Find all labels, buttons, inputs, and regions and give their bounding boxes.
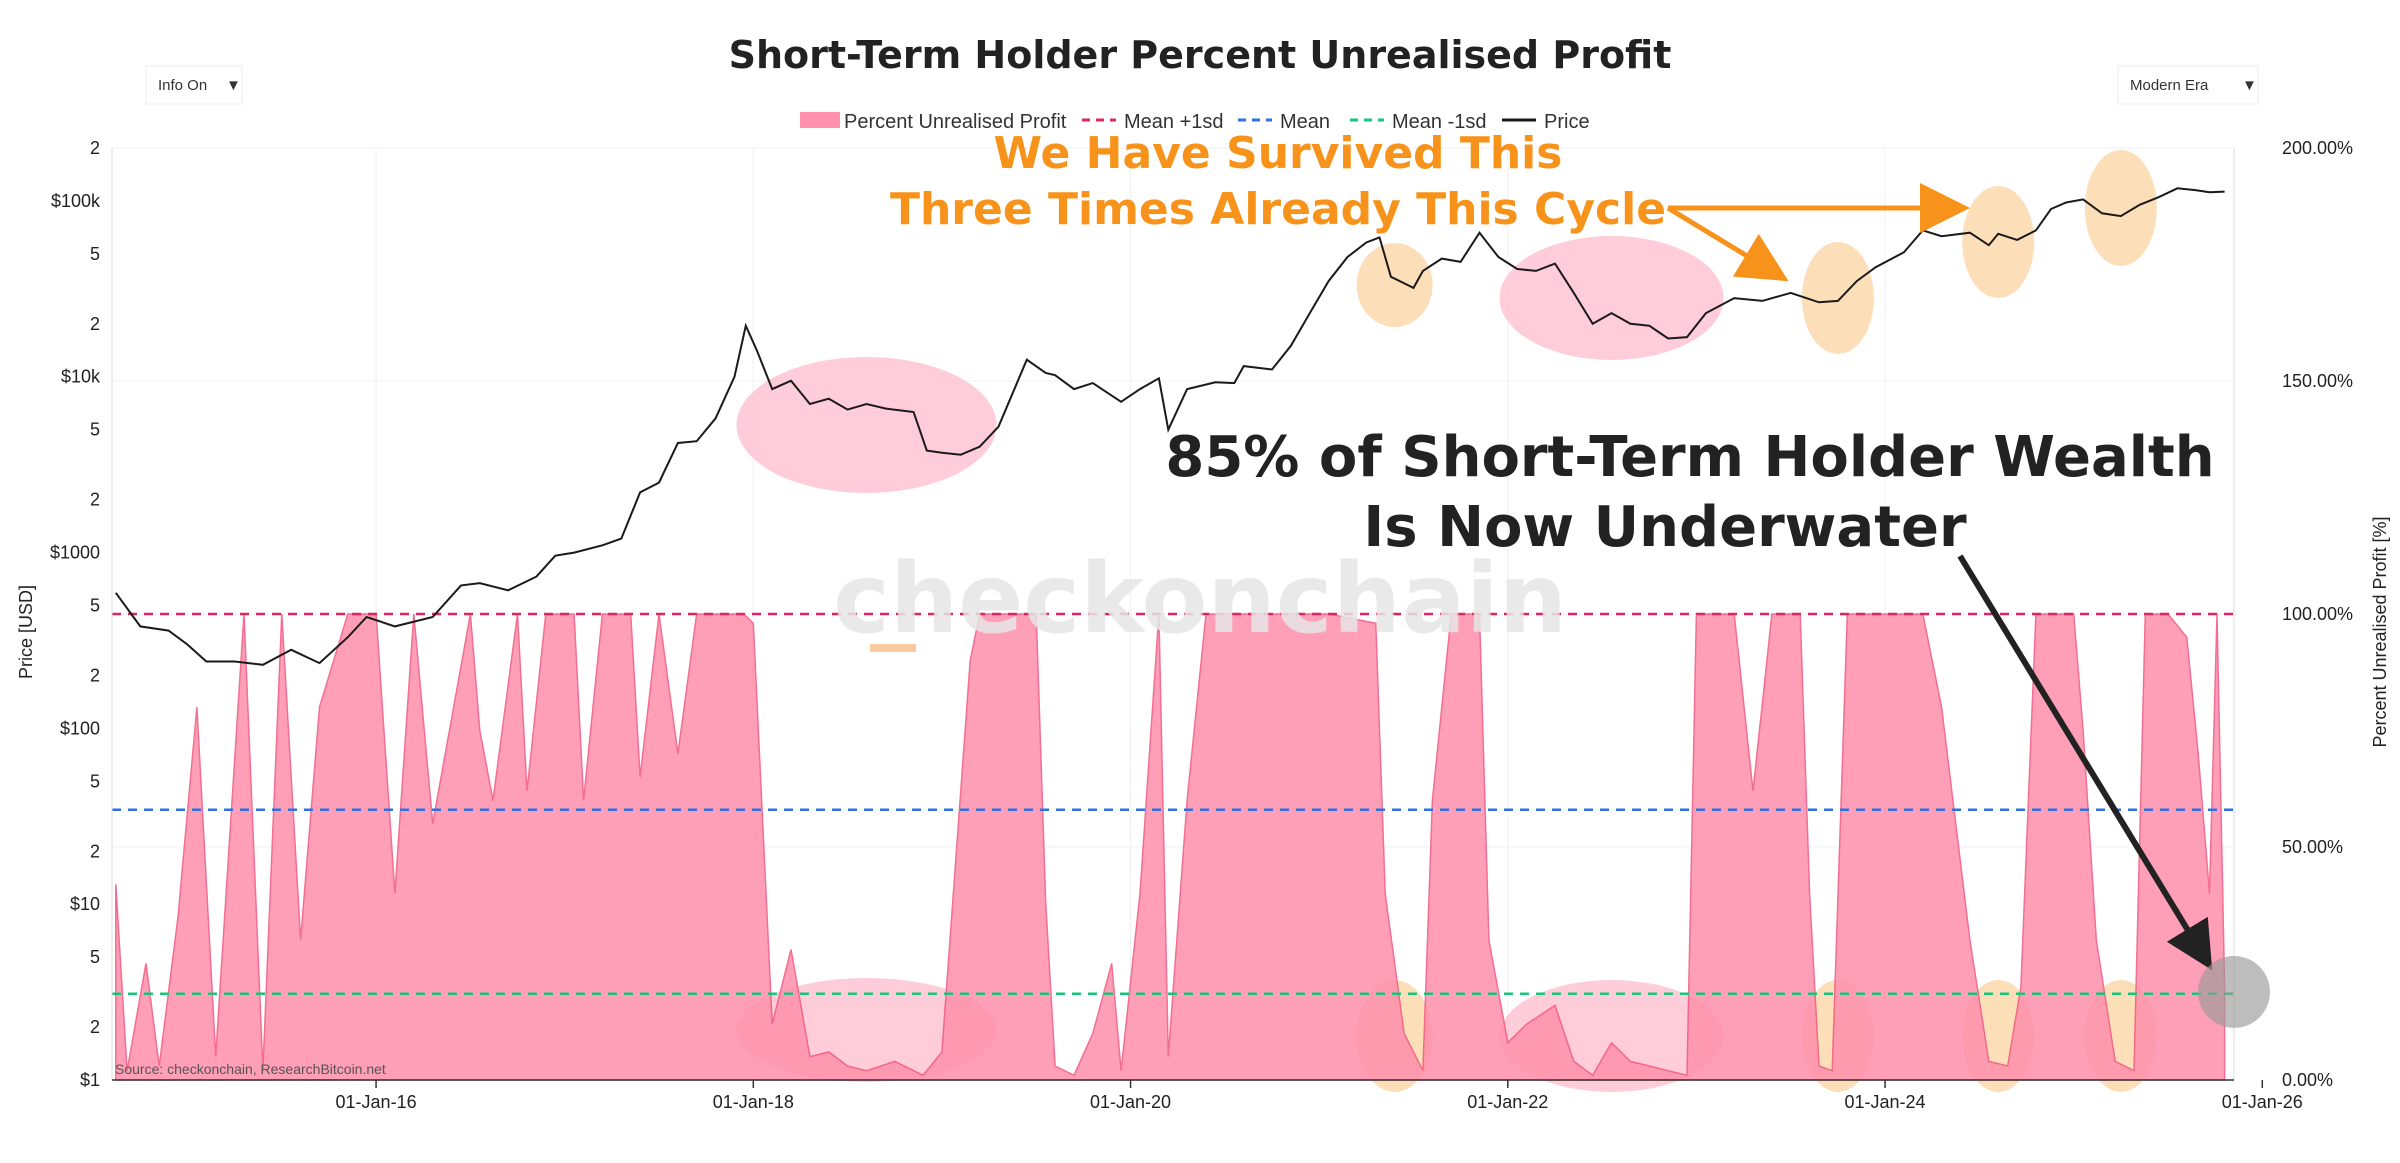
y-left-tick-label: $10k	[61, 367, 101, 387]
arrows	[1666, 183, 2213, 971]
era-dropdown-label: Modern Era	[2130, 77, 2209, 94]
x-tick-label: 01-Jan-20	[1090, 1092, 1171, 1112]
y-right-tick-label: 100.00%	[2282, 604, 2353, 624]
annotation-callout-line1: 85% of Short-Term Holder Wealth	[1165, 425, 2214, 490]
y-left-tick-label: $100	[60, 718, 100, 738]
chart-title: Short-Term Holder Percent Unrealised Pro…	[729, 33, 1672, 77]
chevron-down-icon: ▼	[2242, 77, 2257, 94]
x-axis: 01-Jan-16 01-Jan-18 01-Jan-20 01-Jan-22 01-J…	[112, 1079, 2303, 1112]
annotation-headline: We Have Survived This Three Times Alread…	[890, 128, 1666, 235]
latest-marker	[2198, 956, 2270, 1028]
y-left-tick-label: 2	[90, 490, 100, 510]
y-right-tick-label: 50.00%	[2282, 837, 2343, 857]
annotation-callout-line2: Is Now Underwater	[1363, 495, 1967, 560]
y-left-tick-label: 5	[90, 244, 100, 264]
legend-item-price[interactable]: Price	[1502, 111, 1590, 133]
y-left-tick-label: $1000	[50, 543, 100, 563]
legend-label-price: Price	[1544, 111, 1590, 133]
y-left-tick-label: $10	[70, 894, 100, 914]
info-dropdown[interactable]: Info On ▼	[145, 65, 243, 105]
legend-item-area[interactable]: Percent Unrealised Profit	[800, 111, 1067, 133]
annotation-headline-line2: Three Times Already This Cycle	[890, 184, 1666, 235]
y-axis-right-label: Percent Unrealised Profit [%]	[2370, 516, 2390, 747]
y-left-tick-label: $100k	[51, 191, 101, 211]
x-tick-label: 01-Jan-18	[713, 1092, 794, 1112]
era-dropdown[interactable]: Modern Era ▼	[2117, 65, 2259, 105]
y-left-tick-label: 2	[90, 314, 100, 334]
legend-item-mean-minus[interactable]: Mean -1sd	[1350, 111, 1487, 133]
y-axis-right: 0.00% 50.00% 100.00% 150.00% 200.00%	[2233, 138, 2353, 1090]
y-left-tick-label: 2	[90, 138, 100, 158]
x-tick-label: 01-Jan-26	[2222, 1092, 2303, 1112]
legend-item-mean-plus[interactable]: Mean +1sd	[1082, 111, 1224, 133]
y-right-tick-label: 150.00%	[2282, 371, 2353, 391]
highlight-ellipse	[2084, 150, 2157, 266]
highlight-ellipse	[1801, 242, 1874, 354]
highlight-ellipse	[1499, 236, 1724, 360]
annotation-callout: 85% of Short-Term Holder Wealth Is Now U…	[1165, 425, 2214, 560]
y-left-tick-label: 2	[90, 841, 100, 861]
arrow-to-2023	[1666, 205, 1789, 282]
price-line	[114, 187, 2225, 666]
price-series	[114, 187, 2225, 666]
highlight-ellipse	[736, 357, 997, 493]
highlight-ellipse	[1962, 186, 2035, 298]
y-right-tick-label: 200.00%	[2282, 138, 2353, 158]
watermark: checkonchain	[833, 543, 1567, 655]
y-left-tick-label: 5	[90, 947, 100, 967]
y-left-tick-label: 5	[90, 771, 100, 791]
watermark-underscore	[870, 644, 916, 652]
arrow-to-latest	[1957, 554, 2213, 971]
y-left-tick-label: 5	[90, 420, 100, 440]
highlight-ellipse	[1356, 243, 1433, 327]
chevron-down-icon: ▼	[226, 77, 241, 94]
annotation-headline-line1: We Have Survived This	[994, 128, 1563, 179]
y-left-tick-label: 2	[90, 1017, 100, 1037]
y-left-tick-label: 2	[90, 665, 100, 685]
x-tick-label: 01-Jan-22	[1467, 1092, 1548, 1112]
x-tick-label: 01-Jan-24	[1845, 1092, 1926, 1112]
x-tick-label: 01-Jan-16	[336, 1092, 417, 1112]
y-right-tick-label: 0.00%	[2282, 1070, 2333, 1090]
legend-label-mean-minus: Mean -1sd	[1392, 111, 1487, 133]
legend: Percent Unrealised Profit Mean +1sd Mean…	[800, 111, 1590, 133]
source-note: Source: checkonchain, ResearchBitcoin.ne…	[115, 1061, 386, 1077]
legend-item-mean[interactable]: Mean	[1238, 111, 1330, 133]
percent-unrealised-profit-area	[115, 613, 2226, 1081]
legend-label-mean: Mean	[1280, 111, 1330, 133]
y-left-tick-label: $1	[80, 1070, 100, 1090]
reference-lines	[112, 612, 2234, 996]
legend-label-area: Percent Unrealised Profit	[844, 111, 1067, 133]
y-left-tick-label: 5	[90, 595, 100, 615]
info-dropdown-label: Info On	[158, 77, 207, 94]
y-axis-left-label: Price [USD]	[16, 585, 36, 679]
percent-unrealised-profit-series	[115, 613, 2226, 1081]
y-axis-left: $1 2 5 $10 2 5 $100 2 5 $1000 2 5 $10k 2 5 $100k 2	[50, 138, 113, 1090]
legend-label-mean-plus: Mean +1sd	[1124, 111, 1224, 133]
